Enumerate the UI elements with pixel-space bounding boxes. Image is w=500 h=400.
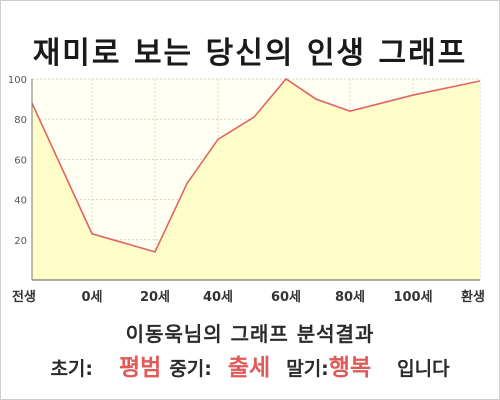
early-value: 평범 [119, 355, 162, 381]
y-axis-ticks: 20 40 60 80 100 [8, 75, 27, 247]
x-tick-label: 40세 [203, 290, 233, 305]
x-tick-label: 80세 [335, 290, 365, 305]
y-tick-label: 60 [14, 155, 27, 166]
x-tick-label: 전생 [12, 289, 36, 305]
ending-text: 입니다 [397, 358, 450, 380]
y-tick-label: 80 [14, 115, 27, 126]
x-tick-label: 환생 [461, 289, 485, 305]
x-tick-label: 20세 [140, 290, 170, 305]
early-label: 초기: [50, 358, 93, 380]
x-tick-label: 0세 [81, 290, 102, 305]
analysis-title: 이동욱님의 그래프 분석결과 [125, 322, 375, 346]
y-tick-label: 100 [8, 75, 27, 86]
chart-title: 재미로 보는 당신의 인생 그래프 [32, 36, 468, 71]
x-axis-ticks: 전생 0세 20세 40세 60세 80세 100세 환생 [12, 289, 485, 305]
x-tick-label: 100세 [393, 290, 432, 305]
y-tick-label: 20 [14, 236, 27, 247]
area-fill [32, 79, 480, 280]
x-tick-label: 60세 [271, 290, 301, 305]
mid-value: 출세 [227, 355, 271, 381]
mid-label: 중기: [169, 358, 212, 380]
late-value: 행복 [328, 355, 372, 381]
analysis-result: 초기: 평범 중기: 출세 말기: 행복 입니다 [0, 348, 500, 382]
late-label: 말기: [286, 358, 329, 380]
series-line [31, 77, 481, 253]
y-tick-label: 40 [14, 196, 27, 207]
